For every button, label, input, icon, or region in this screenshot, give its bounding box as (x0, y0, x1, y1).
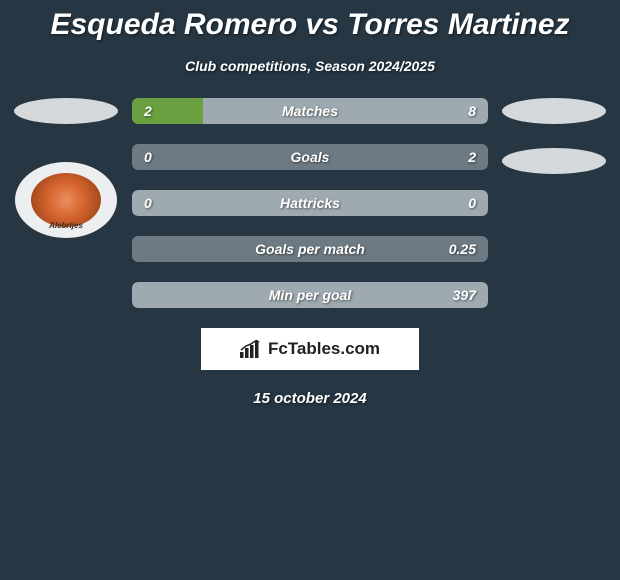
bar-label: Goals per match (255, 241, 365, 257)
stat-bar: Min per goal 397 (132, 282, 488, 308)
stat-bar: 2 Matches 8 (132, 98, 488, 124)
subtitle: Club competitions, Season 2024/2025 (0, 58, 620, 74)
right-badge-placeholder-2 (502, 148, 606, 174)
bar-label: Matches (282, 103, 338, 119)
left-badges-col: Alebrijes (8, 98, 124, 308)
bar-value-right: 0.25 (449, 241, 476, 257)
right-badge-placeholder-1 (502, 98, 606, 124)
content-row: Alebrijes 2 Matches 8 0 Goals 2 0 Hattricks 0 Goa… (0, 98, 620, 308)
brand-text: FcTables.com (268, 339, 380, 359)
right-badges-col (496, 98, 612, 308)
page-title: Esqueda Romero vs Torres Martinez (0, 0, 620, 42)
brand-chart-icon (240, 340, 262, 358)
stat-bar: 0 Hattricks 0 (132, 190, 488, 216)
left-club-badge-label: Alebrijes (15, 221, 117, 230)
bar-fill-left (132, 98, 203, 124)
stat-bar: 0 Goals 2 (132, 144, 488, 170)
date-label: 15 october 2024 (0, 390, 620, 407)
bar-value-right: 0 (468, 195, 476, 211)
bar-value-left: 0 (144, 149, 152, 165)
bar-value-right: 2 (468, 149, 476, 165)
bar-label: Goals (291, 149, 330, 165)
bar-label: Min per goal (269, 287, 351, 303)
bar-value-left: 0 (144, 195, 152, 211)
bar-label: Hattricks (280, 195, 340, 211)
bars-column: 2 Matches 8 0 Goals 2 0 Hattricks 0 Goals per mat… (124, 98, 496, 308)
brand-box[interactable]: FcTables.com (201, 328, 419, 370)
left-club-badge: Alebrijes (15, 162, 117, 238)
bar-value-right: 8 (468, 103, 476, 119)
left-badge-placeholder-1 (14, 98, 118, 124)
footer: FcTables.com 15 october 2024 (0, 328, 620, 407)
bar-value-right: 397 (453, 287, 476, 303)
stat-bar: Goals per match 0.25 (132, 236, 488, 262)
bar-value-left: 2 (144, 103, 152, 119)
stats-card: Esqueda Romero vs Torres Martinez Club c… (0, 0, 620, 407)
